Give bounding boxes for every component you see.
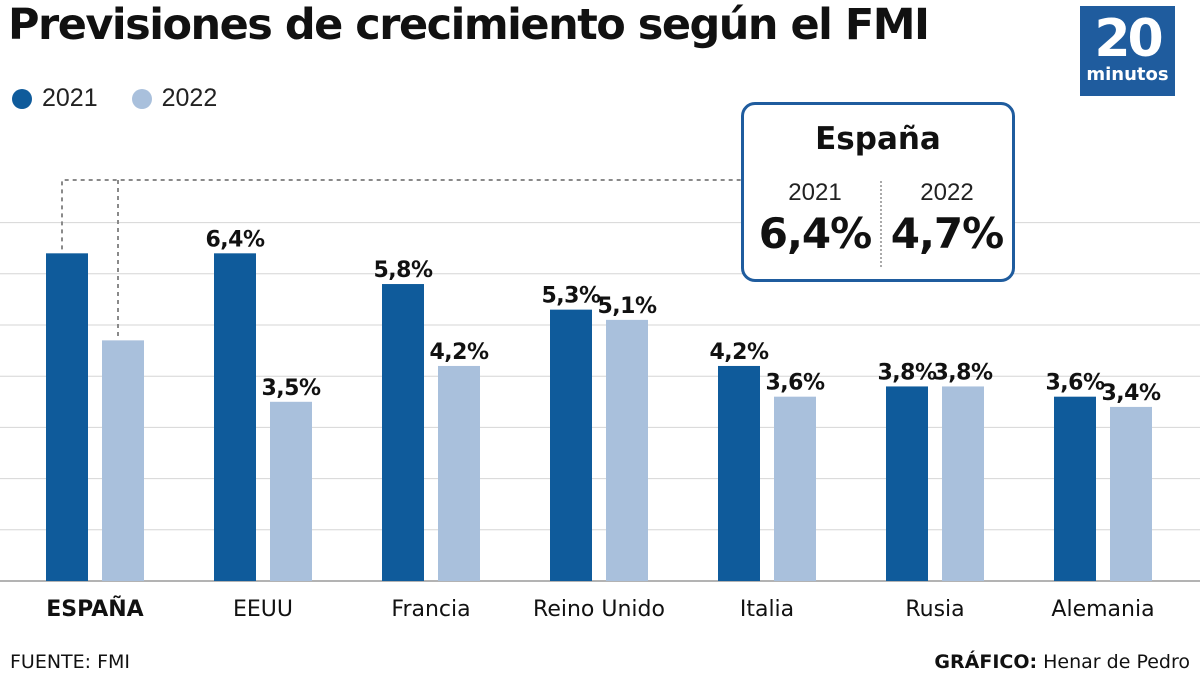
- callout-year-2022: 2022: [920, 179, 974, 206]
- data-label: 5,8%: [373, 258, 432, 283]
- bar-francia-2022: [438, 365, 480, 581]
- data-label: 4,2%: [429, 340, 488, 365]
- bar-rusia-2022: [942, 386, 984, 581]
- data-label: 3,4%: [1101, 381, 1160, 406]
- chart-title: Previsiones de crecimiento según el FMI: [8, 0, 930, 50]
- bar-rusia-2021: [886, 386, 928, 581]
- bars: [46, 253, 1152, 581]
- callout-value-2022: 4,7%: [890, 209, 1004, 258]
- data-label: 5,3%: [541, 284, 600, 309]
- category-label: Reino Unido: [533, 597, 665, 622]
- data-label: 3,6%: [765, 371, 824, 396]
- credit-label: GRÁFICO:: [934, 651, 1038, 673]
- bar-reino-unido-2022: [606, 319, 648, 581]
- source-note: FUENTE: FMI: [10, 651, 131, 673]
- callout-col-2021: 2021 6,4%: [750, 179, 880, 258]
- data-label: 6,4%: [205, 227, 264, 252]
- callout-title: España: [815, 121, 941, 157]
- category-label: Alemania: [1051, 597, 1154, 622]
- data-label: 5,1%: [597, 294, 656, 319]
- category-label: EEUU: [233, 597, 293, 622]
- brand-logo: 20 minutos: [1080, 6, 1175, 96]
- legend-label-2021: 2021: [42, 84, 98, 112]
- legend-swatch-2022: [131, 88, 152, 109]
- bar-eeuu-2021: [214, 253, 256, 581]
- bar-españa-2021: [46, 253, 88, 581]
- category-label: Italia: [740, 597, 794, 622]
- legend-swatch-2021: [12, 88, 32, 109]
- category-labels: ESPAÑA EEUU Francia Reino Unido Italia Rusia A…: [46, 596, 1154, 622]
- legend-item-2021: 2021: [12, 84, 98, 113]
- callout-divider: [880, 181, 882, 267]
- logo-number: 20: [1094, 9, 1163, 69]
- callout-value-2021: 6,4%: [758, 209, 872, 258]
- bar-italia-2022: [774, 396, 816, 581]
- dotted-bracket: [61, 179, 741, 337]
- legend-label-2022: 2022: [161, 84, 218, 112]
- value-labels: 6,4% 3,5% 5,8% 4,2% 5,3%5,1% 4,2% 3,6% 3,8%3,8%…: [205, 227, 1161, 406]
- data-label: 3,8%: [933, 360, 992, 385]
- legend-item-2022: 2022: [131, 84, 218, 113]
- logo-word: minutos: [1086, 64, 1169, 85]
- callout-year-2021: 2021: [788, 179, 842, 206]
- data-label: 4,2%: [709, 340, 768, 365]
- data-label: 3,8%: [877, 360, 936, 385]
- credit-note: GRÁFICO: Henar de Pedro: [934, 651, 1190, 673]
- callout-connector: [61, 179, 741, 337]
- data-label: 3,6%: [1045, 371, 1104, 396]
- category-label: Francia: [391, 597, 470, 622]
- bar-francia-2021: [382, 284, 424, 581]
- gridlines: [0, 222, 1200, 582]
- bar-italia-2021: [718, 365, 760, 581]
- category-label: Rusia: [905, 597, 964, 622]
- spain-callout: España 2021 6,4% 2022 4,7%: [741, 102, 1015, 282]
- data-label: 3,5%: [261, 376, 320, 401]
- legend: 2021 2022: [12, 84, 217, 113]
- bar-españa-2022: [102, 340, 144, 581]
- bar-eeuu-2022: [270, 401, 312, 581]
- bar-alemania-2022: [1110, 406, 1152, 581]
- credit-name: Henar de Pedro: [1037, 651, 1190, 673]
- bar-alemania-2021: [1054, 396, 1096, 581]
- callout-col-2022: 2022 4,7%: [882, 179, 1012, 258]
- category-label: ESPAÑA: [46, 596, 143, 622]
- bar-reino-unido-2021: [550, 309, 592, 581]
